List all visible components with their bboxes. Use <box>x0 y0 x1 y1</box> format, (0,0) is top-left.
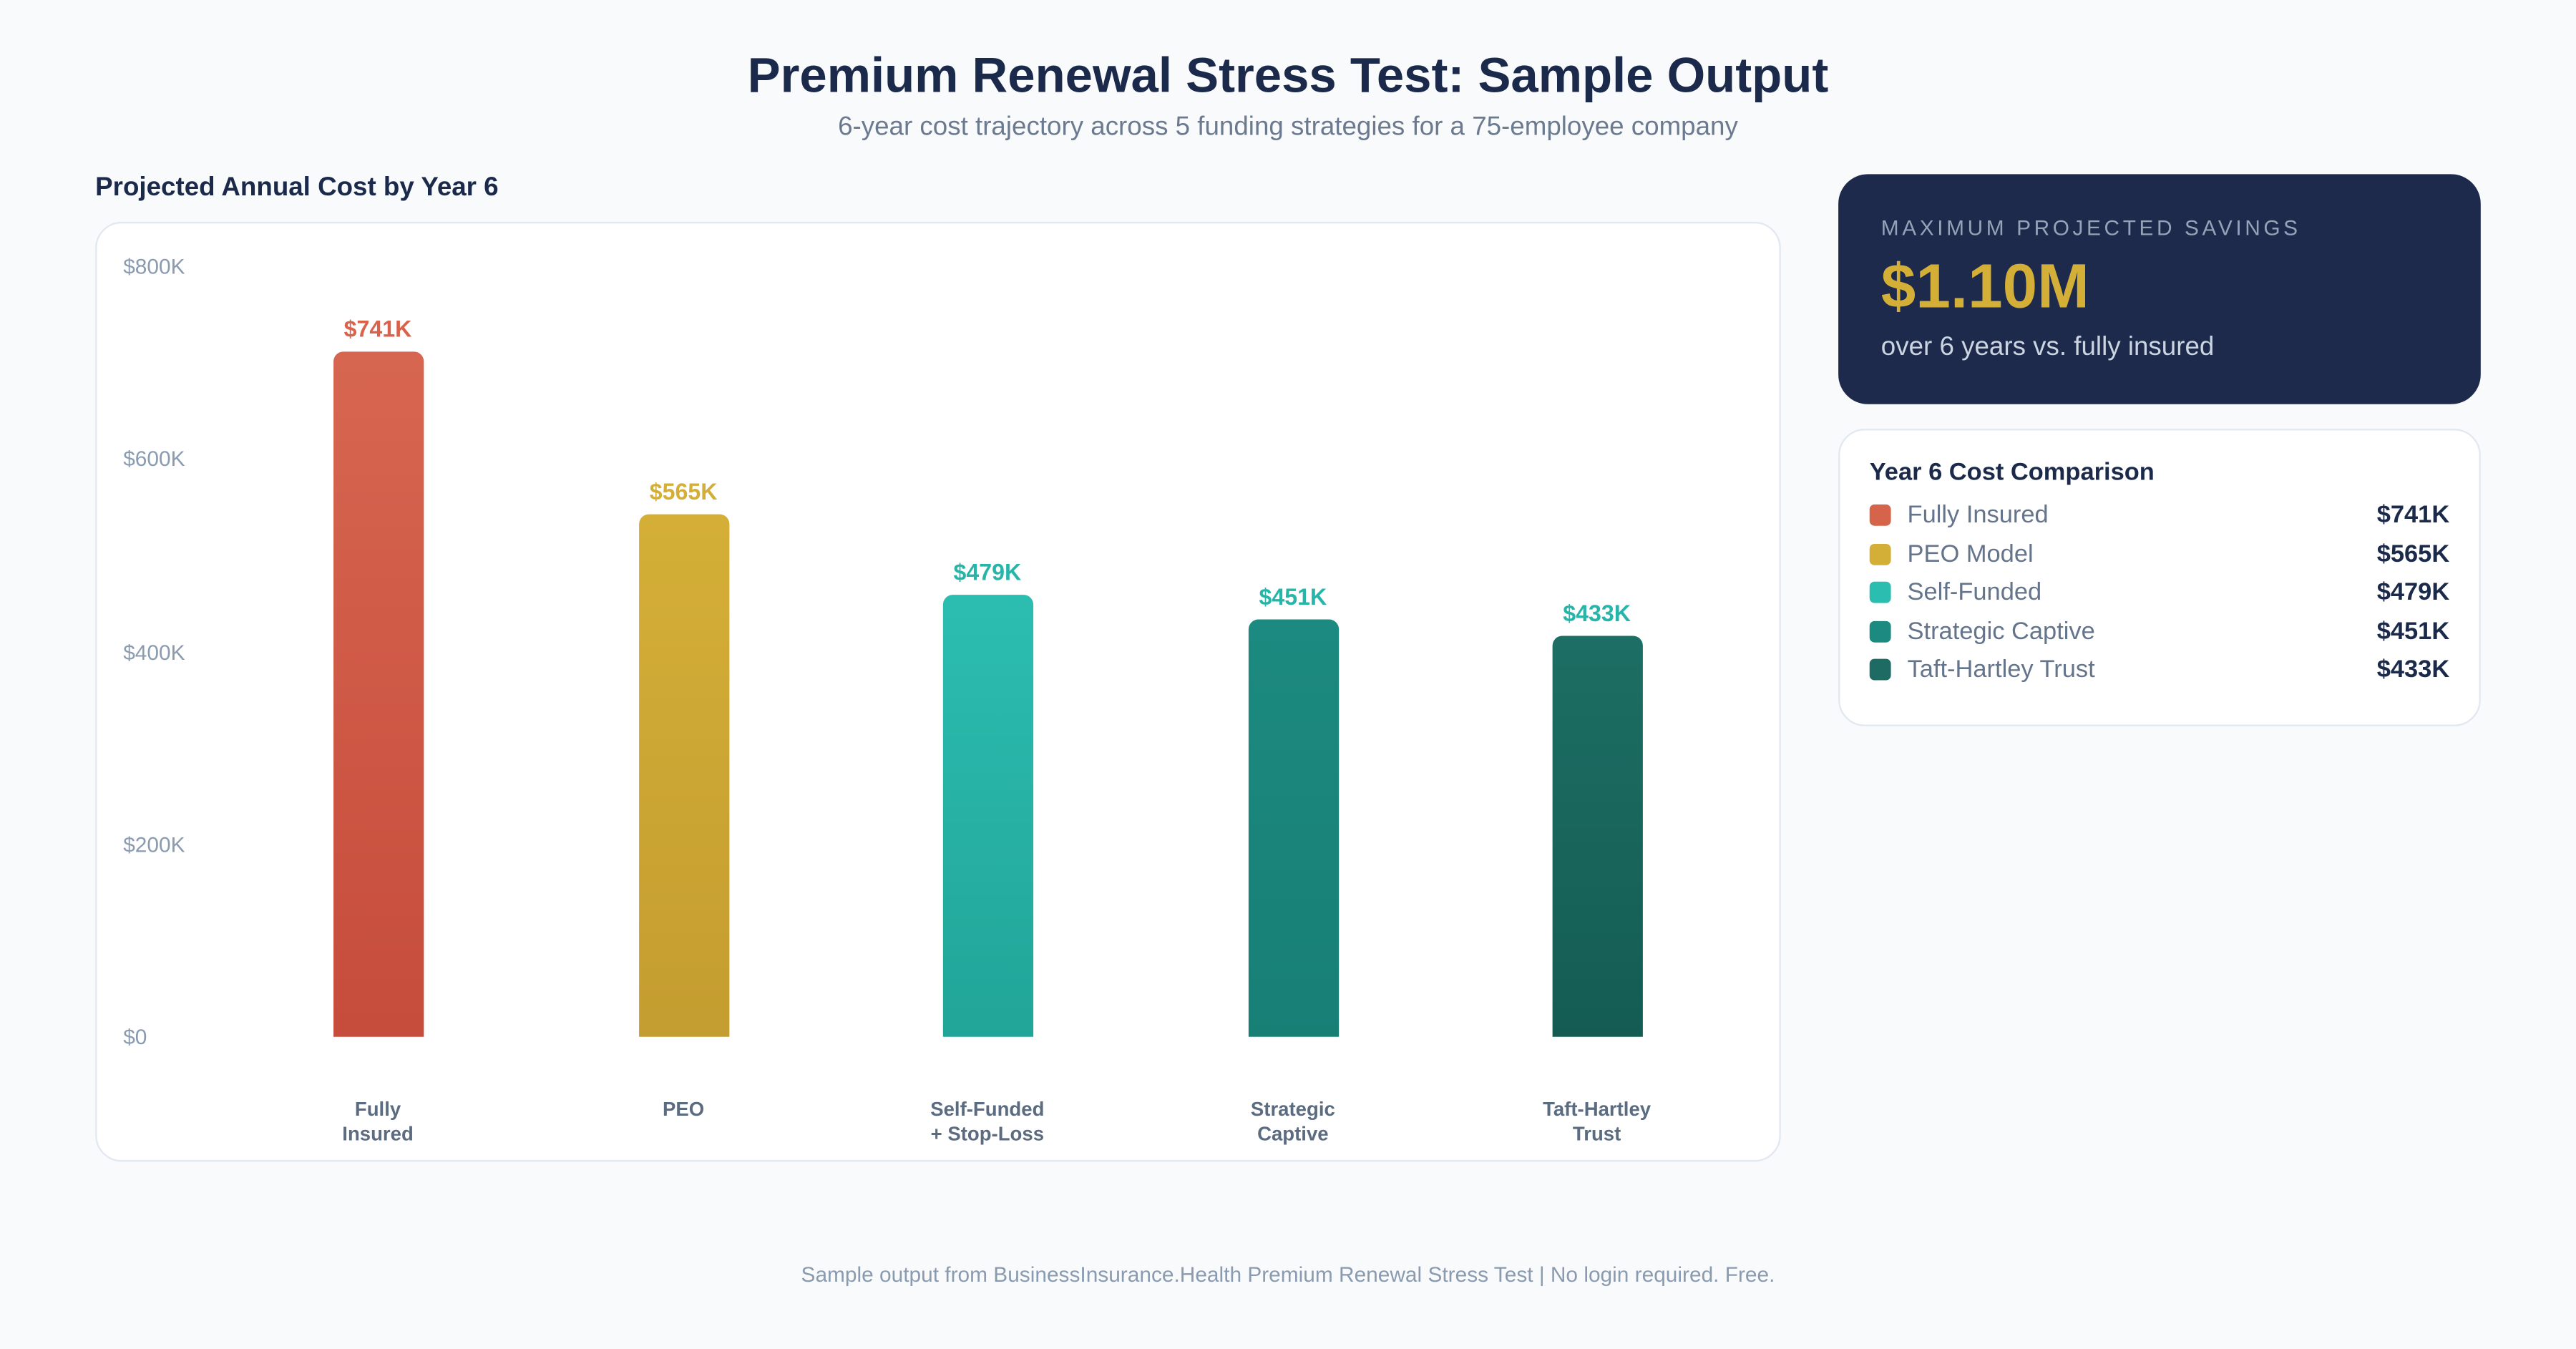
legend-value: $565K <box>2376 540 2450 568</box>
cost-comparison-card: Year 6 Cost Comparison Fully Insured $741… <box>1838 429 2481 726</box>
bar <box>1247 620 1339 1037</box>
legend-value: $433K <box>2376 656 2450 684</box>
bar <box>942 594 1033 1037</box>
bar-value-label: $451K <box>1259 583 1327 610</box>
savings-subtext: over 6 years vs. fully insured <box>1880 333 2215 362</box>
legend-value: $479K <box>2376 578 2450 607</box>
legend-value: $451K <box>2376 617 2450 646</box>
legend-name: Strategic Captive <box>1907 617 2095 646</box>
legend-name: Self-Funded <box>1907 578 2042 607</box>
x-tick-label: Strategic Captive <box>1250 1097 1335 1146</box>
bar-value-label: $741K <box>343 316 412 342</box>
y-tick-label: $0 <box>123 1024 147 1049</box>
bar-chart: $800K $600K $400K $200K $0 $741K Fully Insured… <box>95 221 1781 1162</box>
x-tick-label: PEO <box>663 1097 705 1121</box>
color-swatch-icon <box>1869 620 1891 642</box>
bar <box>1551 636 1642 1037</box>
legend-row: Strategic Captive $451K <box>1869 615 2450 648</box>
x-tick-label: Self-Funded + Stop-Loss <box>930 1097 1045 1146</box>
footer-note: Sample output from BusinessInsurance.Hea… <box>801 1262 1775 1287</box>
bar-value-label: $479K <box>953 557 1022 585</box>
legend-row: Self-Funded $479K <box>1869 577 2450 610</box>
page-title: Premium Renewal Stress Test: Sample Outp… <box>747 49 1829 104</box>
savings-value: $1.10M <box>1880 253 2089 322</box>
legend-row: PEO Model $565K <box>1869 538 2450 571</box>
y-tick-label: $600K <box>123 446 185 472</box>
chart-title: Projected Annual Cost by Year 6 <box>95 174 499 203</box>
y-tick-label: $400K <box>123 639 185 664</box>
legend-name: Fully Insured <box>1907 501 2049 530</box>
color-swatch-icon <box>1869 504 1891 526</box>
legend-name: Taft-Hartley Trust <box>1907 656 2095 684</box>
bar <box>332 351 424 1037</box>
bar-value-label: $565K <box>649 478 718 505</box>
legend-value: $741K <box>2376 501 2450 530</box>
x-tick-label: Taft-Hartley Trust <box>1543 1097 1652 1146</box>
bar-value-label: $433K <box>1563 600 1631 627</box>
cost-comparison-title: Year 6 Cost Comparison <box>1869 458 2155 487</box>
bar <box>638 515 729 1037</box>
y-tick-label: $200K <box>123 832 185 857</box>
savings-card: MAXIMUM PROJECTED SAVINGS $1.10M over 6 … <box>1838 174 2481 404</box>
x-tick-label: Fully Insured <box>342 1097 414 1146</box>
legend-name: PEO Model <box>1907 540 2034 568</box>
page-subtitle: 6-year cost trajectory across 5 funding … <box>838 113 1738 142</box>
color-swatch-icon <box>1869 542 1891 565</box>
legend-row: Fully Insured $741K <box>1869 500 2450 532</box>
legend-row: Taft-Hartley Trust $433K <box>1869 654 2450 687</box>
y-tick-label: $800K <box>123 253 185 279</box>
color-swatch-icon <box>1869 658 1891 681</box>
savings-label: MAXIMUM PROJECTED SAVINGS <box>1880 215 2301 240</box>
color-swatch-icon <box>1869 581 1891 603</box>
